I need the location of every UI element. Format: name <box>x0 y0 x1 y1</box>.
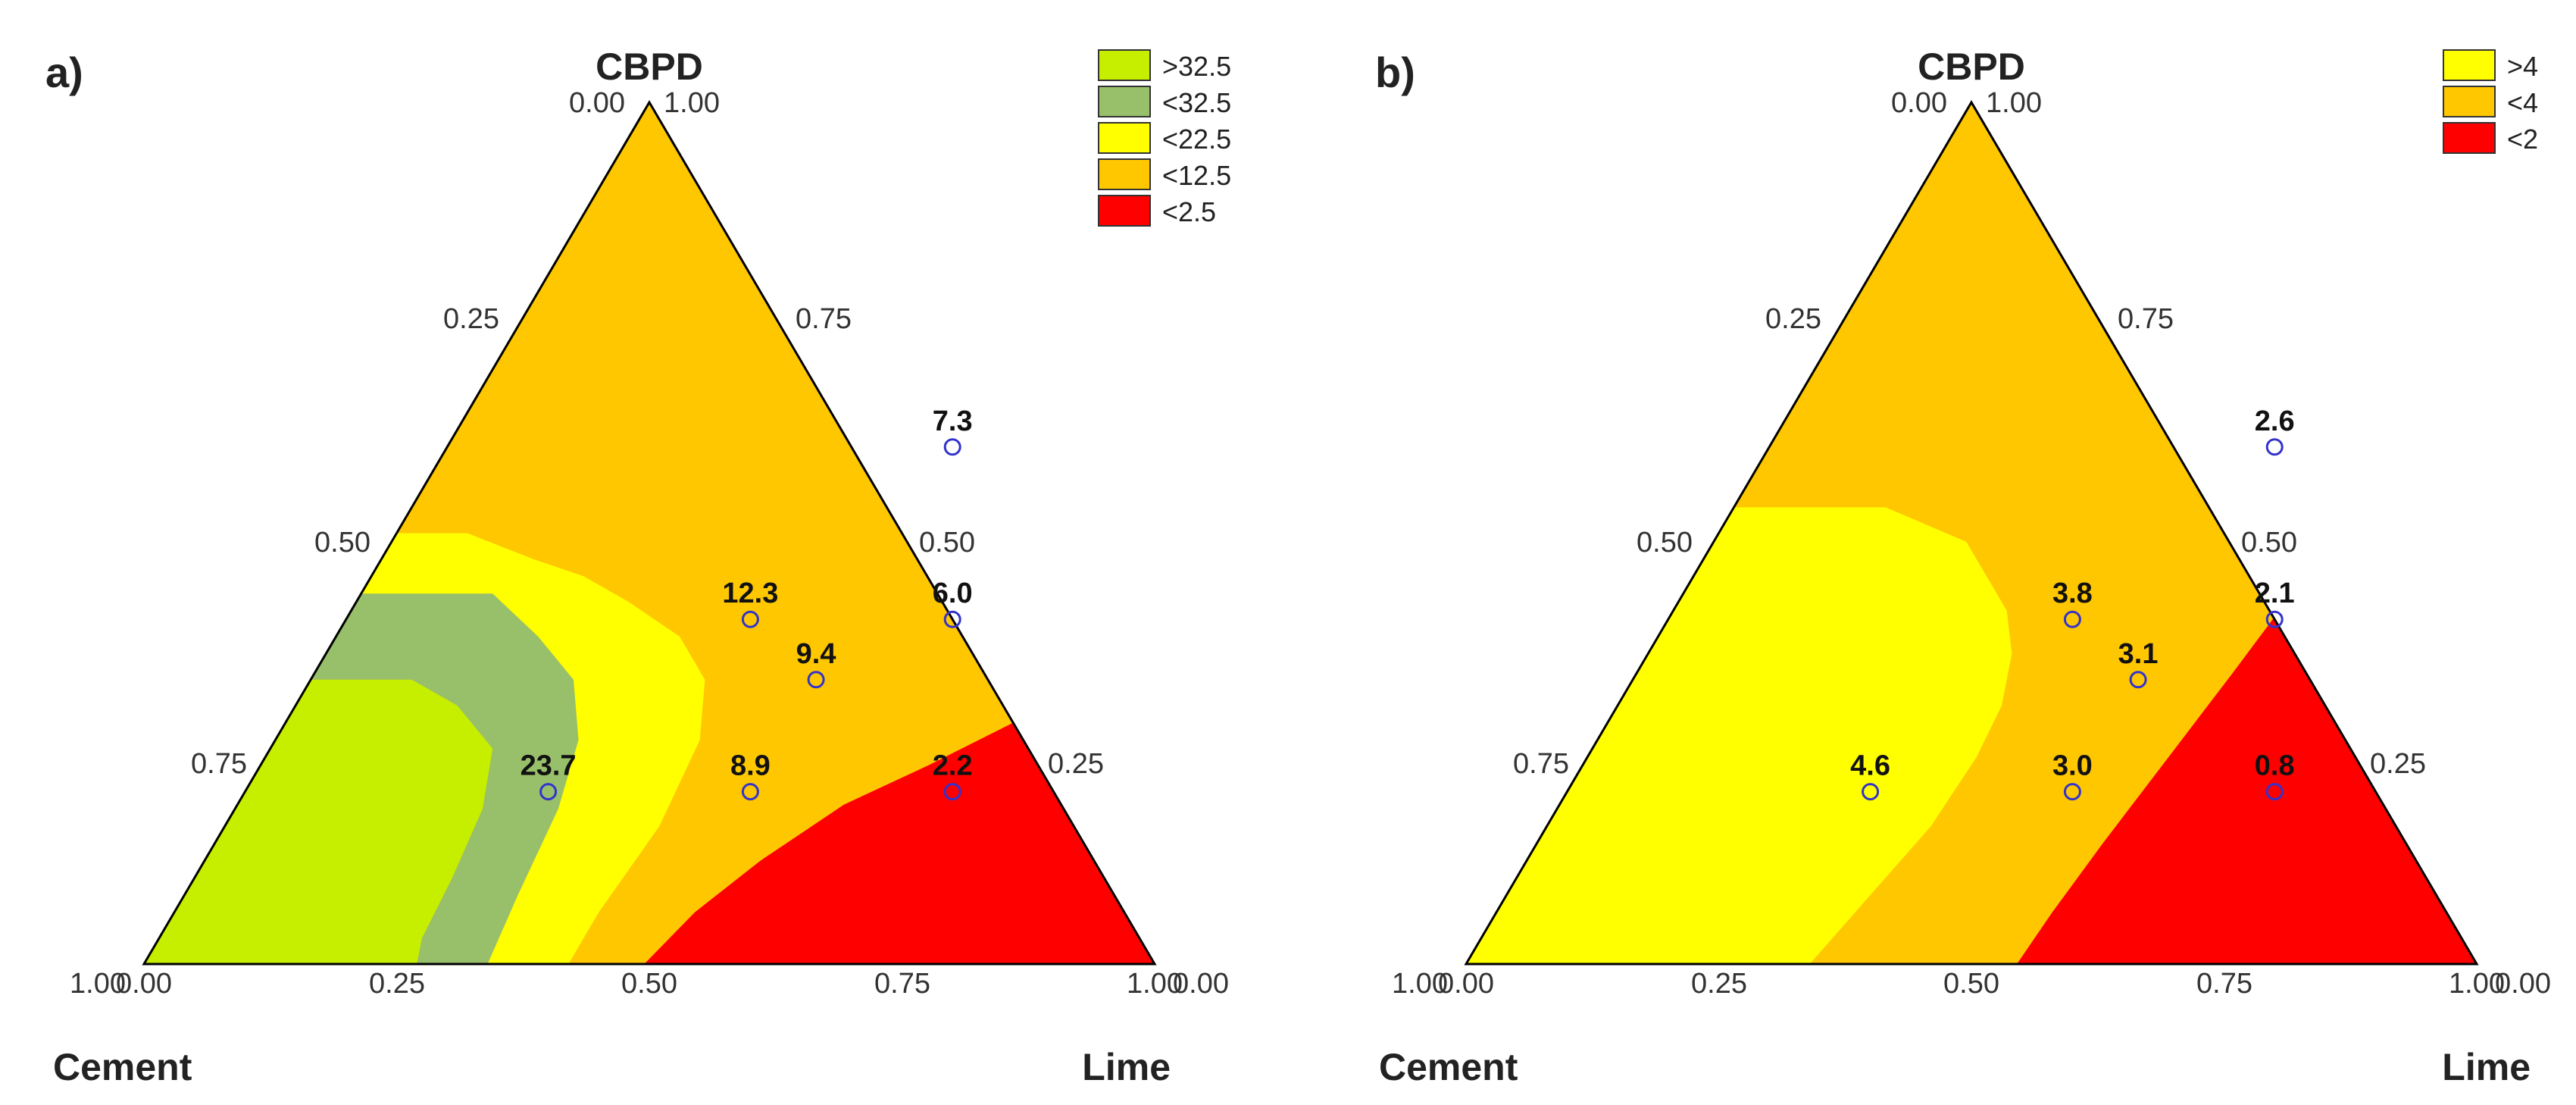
data-point-4 <box>539 783 558 801</box>
data-point-3 <box>2129 671 2147 689</box>
vertex-label-left: Cement <box>1379 1046 1518 1088</box>
legend-swatch-4 <box>1098 195 1151 227</box>
vertex-label-right: Lime <box>2442 1046 2531 1088</box>
vertex-label-top: CBPD <box>1918 45 2025 88</box>
tick-bottom-3: 0.75 <box>874 968 930 1000</box>
contour-regions <box>144 102 1155 964</box>
data-point-2 <box>943 610 961 628</box>
tick-right-3: 0.25 <box>2370 748 2426 780</box>
tick-right-2: 0.50 <box>2241 527 2297 559</box>
legend-swatch-1 <box>2443 86 2496 117</box>
triangle-outline <box>1464 100 2479 966</box>
data-label-3: 9.4 <box>796 638 836 670</box>
tick-bottom-2: 0.50 <box>621 968 677 1000</box>
data-point-1 <box>741 610 759 628</box>
legend-swatch-3 <box>1098 158 1151 190</box>
data-label-2: 6.0 <box>933 578 973 609</box>
tick-right-4: 0.00 <box>1173 968 1229 1000</box>
legend-label-1: <32.5 <box>1162 87 1231 118</box>
tick-bottom-4: 1.00 <box>2449 968 2505 1000</box>
panel-a: a) CBPD Cement Lime 0.00 0.25 0.50 0.75 … <box>45 45 1231 1088</box>
tick-right-1: 0.75 <box>796 303 852 335</box>
tick-bottom-0: 0.00 <box>1438 968 1494 1000</box>
data-label-6: 0.8 <box>2255 750 2295 782</box>
data-label-0: 7.3 <box>933 405 973 437</box>
data-point-6 <box>943 783 961 801</box>
tick-left-2: 0.50 <box>1637 527 1693 559</box>
data-label-6: 2.2 <box>933 750 973 782</box>
region-2 <box>361 533 705 964</box>
data-label-5: 3.0 <box>2052 750 2093 782</box>
legend-label-3: <12.5 <box>1162 160 1231 191</box>
legend-swatch-2 <box>2443 122 2496 154</box>
data-point-0 <box>943 438 961 456</box>
data-point-5 <box>2063 783 2081 801</box>
region-3 <box>644 541 1155 964</box>
legend: >4 <4 <2 <box>2443 49 2538 155</box>
tick-right-0: 1.00 <box>1986 87 2042 119</box>
legend-label-0: >32.5 <box>1162 51 1231 82</box>
data-label-0: 2.6 <box>2255 405 2295 437</box>
vertex-label-top: CBPD <box>596 45 703 88</box>
data-label-3: 3.1 <box>2118 638 2159 670</box>
region-0 <box>1466 507 2012 964</box>
tick-bottom-0: 0.00 <box>116 968 172 1000</box>
data-point-4 <box>1862 783 1880 801</box>
tick-right-3: 0.25 <box>1048 748 1104 780</box>
data-points: 7.3 12.3 6.0 9.4 23.7 8.9 2.2 <box>521 405 973 801</box>
tick-left-4: 0.00 <box>569 87 625 119</box>
tick-left-0: 1.00 <box>1392 968 1448 1000</box>
tick-bottom-3: 0.75 <box>2196 968 2252 1000</box>
data-point-6 <box>2265 783 2284 801</box>
vertex-label-left: Cement <box>53 1046 192 1088</box>
data-points: 2.6 3.8 2.1 3.1 4.6 3.0 0.8 <box>1850 405 2295 801</box>
tick-right-1: 0.75 <box>2118 303 2174 335</box>
panel-label: b) <box>1375 49 1415 96</box>
tick-left-2: 0.50 <box>314 527 370 559</box>
legend-swatch-1 <box>1098 86 1151 117</box>
panel-b: b) CBPD Cement Lime 0.00 0.25 0.50 0.75 … <box>1375 45 2551 1088</box>
tick-left-4: 0.00 <box>1891 87 1947 119</box>
tick-bottom-4: 1.00 <box>1127 968 1183 1000</box>
data-point-2 <box>2265 610 2284 628</box>
tick-left-1: 0.75 <box>191 748 247 780</box>
data-label-4: 23.7 <box>521 750 577 782</box>
data-point-3 <box>807 671 825 689</box>
data-point-5 <box>741 783 759 801</box>
tick-right-2: 0.50 <box>919 527 975 559</box>
legend-label-0: >4 <box>2507 51 2538 82</box>
tick-bottom-2: 0.50 <box>1943 968 1999 1000</box>
region-0 <box>144 679 493 964</box>
legend-swatch-0 <box>1098 49 1151 81</box>
tick-left-3: 0.25 <box>1765 303 1821 335</box>
data-label-1: 3.8 <box>2052 578 2093 609</box>
legend-label-2: <22.5 <box>1162 124 1231 155</box>
tick-bottom-1: 0.25 <box>369 968 425 1000</box>
region-1 <box>311 593 579 964</box>
legend-label-1: <4 <box>2507 87 2538 118</box>
data-label-2: 2.1 <box>2255 578 2295 609</box>
data-label-5: 8.9 <box>730 750 771 782</box>
legend-label-4: <2.5 <box>1162 196 1216 227</box>
tick-left-0: 1.00 <box>70 968 126 1000</box>
legend-swatch-2 <box>1098 122 1151 154</box>
panel-label: a) <box>45 49 83 96</box>
tick-left-1: 0.75 <box>1513 748 1569 780</box>
data-label-4: 4.6 <box>1850 750 1890 782</box>
tick-right-4: 0.00 <box>2495 968 2551 1000</box>
tick-bottom-1: 0.25 <box>1691 968 1747 1000</box>
data-point-0 <box>2265 438 2284 456</box>
tick-left-3: 0.25 <box>443 303 499 335</box>
tick-right-0: 1.00 <box>664 87 720 119</box>
contour-regions <box>1466 102 2477 964</box>
data-label-1: 12.3 <box>722 578 778 609</box>
vertex-label-right: Lime <box>1082 1046 1171 1088</box>
legend: >32.5 <32.5 <22.5 <12.5 <2.5 <box>1098 49 1231 227</box>
triangle-outline <box>142 100 1157 966</box>
legend-swatch-0 <box>2443 49 2496 81</box>
data-point-1 <box>2063 610 2081 628</box>
legend-label-2: <2 <box>2507 124 2538 155</box>
